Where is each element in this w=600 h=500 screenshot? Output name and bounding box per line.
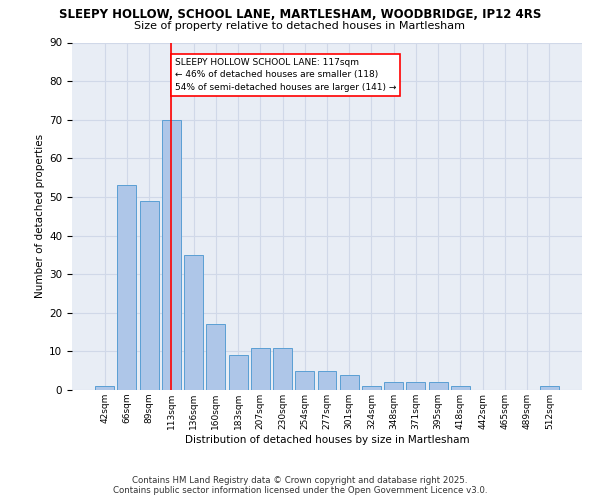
Text: SLEEPY HOLLOW SCHOOL LANE: 117sqm
← 46% of detached houses are smaller (118)
54%: SLEEPY HOLLOW SCHOOL LANE: 117sqm ← 46% … <box>175 58 396 92</box>
Bar <box>140 201 158 390</box>
Y-axis label: Number of detached properties: Number of detached properties <box>35 134 45 298</box>
Bar <box>340 374 359 390</box>
Bar <box>540 386 559 390</box>
X-axis label: Distribution of detached houses by size in Martlesham: Distribution of detached houses by size … <box>185 434 469 444</box>
Bar <box>162 120 181 390</box>
Bar <box>118 186 136 390</box>
Text: Contains HM Land Registry data © Crown copyright and database right 2025.
Contai: Contains HM Land Registry data © Crown c… <box>113 476 487 495</box>
Bar <box>95 386 114 390</box>
Bar <box>229 355 248 390</box>
Bar <box>273 348 292 390</box>
Text: SLEEPY HOLLOW, SCHOOL LANE, MARTLESHAM, WOODBRIDGE, IP12 4RS: SLEEPY HOLLOW, SCHOOL LANE, MARTLESHAM, … <box>59 8 541 20</box>
Bar <box>251 348 270 390</box>
Bar <box>317 370 337 390</box>
Bar <box>406 382 425 390</box>
Bar <box>429 382 448 390</box>
Bar <box>384 382 403 390</box>
Text: Size of property relative to detached houses in Martlesham: Size of property relative to detached ho… <box>134 21 466 31</box>
Bar <box>362 386 381 390</box>
Bar <box>184 255 203 390</box>
Bar <box>451 386 470 390</box>
Bar <box>206 324 225 390</box>
Bar <box>295 370 314 390</box>
